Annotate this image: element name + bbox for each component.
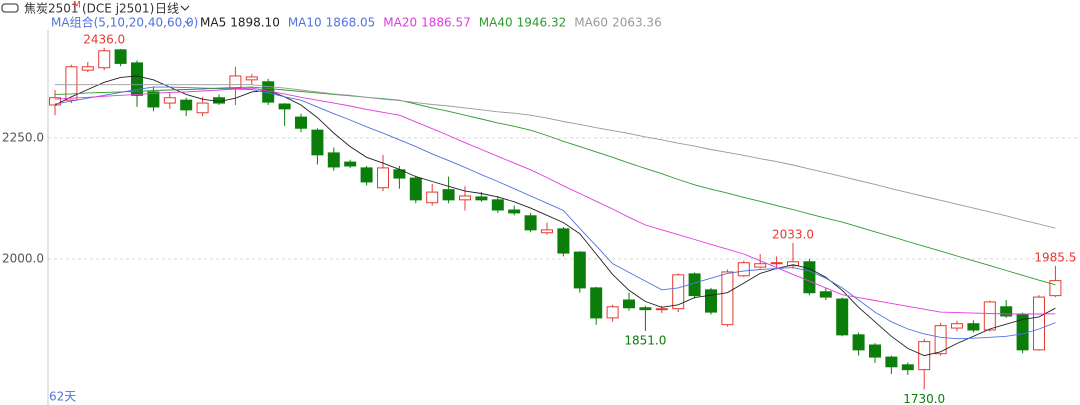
flag: M <box>73 1 81 11</box>
candle-body <box>590 287 603 319</box>
period-count: 62天 <box>49 390 76 404</box>
candle-body <box>147 91 160 108</box>
candle-body <box>983 301 996 331</box>
candle-body <box>869 344 881 358</box>
candle-body <box>819 291 832 298</box>
candle-body <box>327 152 340 168</box>
legend-value: 1886.57 <box>421 16 471 30</box>
ma-line <box>54 87 1056 315</box>
candle-body <box>131 62 143 96</box>
candle-body <box>606 306 619 319</box>
candle-body <box>475 196 488 201</box>
candle-body <box>81 66 94 71</box>
legend-value: 1898.10 <box>230 16 280 30</box>
y-tick-label: 2250.0 <box>2 130 44 144</box>
period[interactable]: 日线 <box>155 2 179 16</box>
low-label: 1730.0 <box>903 392 945 405</box>
legend-name: MA60 <box>574 16 608 30</box>
candle-body <box>754 263 767 268</box>
candle-body <box>557 228 570 254</box>
candle-body <box>377 167 389 189</box>
candle-body <box>967 323 980 331</box>
candle-body <box>688 273 701 297</box>
legend-name: MA20 <box>383 16 417 30</box>
legend-value: 2063.36 <box>612 16 662 30</box>
legend-name: MA5 <box>200 16 226 30</box>
candle-body <box>524 215 537 231</box>
candle-body <box>672 274 685 310</box>
candle-body <box>508 209 521 214</box>
candle-body <box>836 298 849 336</box>
candle-body <box>442 189 455 201</box>
candle-body <box>278 103 291 110</box>
ma-line <box>54 86 1056 340</box>
candle-body <box>951 323 963 329</box>
high-label: 2436.0 <box>83 32 125 46</box>
candle-body <box>459 195 471 201</box>
candle-body <box>114 49 127 64</box>
candle-body <box>196 102 209 114</box>
candle-body <box>344 161 357 167</box>
link-icon[interactable] <box>1 3 19 13</box>
legend-name: MA40 <box>479 16 513 30</box>
ma-line <box>55 84 1056 229</box>
candle-body <box>885 356 898 368</box>
candle-body <box>295 116 307 129</box>
candle-body <box>409 177 422 201</box>
code: (DCE j2501) <box>82 2 154 16</box>
candle-body <box>623 299 635 309</box>
low-label: 1851.0 <box>624 333 666 347</box>
header: 焦炭2501 M (DCE j2501) 日线 MA组合(5,10,20,40,… <box>1 1 198 30</box>
candle-body <box>655 308 668 311</box>
candle-body <box>1033 296 1045 351</box>
ma-line <box>54 75 1056 357</box>
legend-value: 1946.32 <box>517 16 567 30</box>
candle-body <box>737 262 750 277</box>
candle-body <box>705 289 717 313</box>
candle-body <box>803 261 816 294</box>
candle-body <box>163 97 176 104</box>
candle-body <box>1049 280 1062 297</box>
candle-body <box>721 271 734 326</box>
candle-body <box>541 229 553 234</box>
candle-body <box>787 261 799 267</box>
candle-body <box>573 251 586 289</box>
candle-body <box>770 262 783 265</box>
candle-body <box>491 199 504 211</box>
candle-body <box>245 76 258 81</box>
period-chevron[interactable] <box>180 5 190 11</box>
legend-name: MA10 <box>288 16 322 30</box>
candle-body <box>852 334 865 351</box>
candle-body <box>901 364 914 371</box>
ma-line <box>54 86 1056 286</box>
candle-body <box>639 307 652 311</box>
indicator[interactable]: MA组合(5,10,20,40,60,0) <box>51 15 198 30</box>
candle-body <box>180 99 193 111</box>
candle-body <box>229 75 242 89</box>
legend-value: 1868.05 <box>326 16 376 30</box>
symbol: 焦炭2501 <box>24 2 79 16</box>
candle-body <box>426 191 439 204</box>
candle-body <box>98 50 111 69</box>
high-label: 2033.0 <box>772 227 814 241</box>
y-tick-label: 2000.0 <box>2 251 44 265</box>
high-label: 1985.5 <box>1034 250 1076 264</box>
candle-body <box>1000 306 1013 317</box>
candle-body <box>360 167 373 183</box>
candle-body <box>65 66 78 101</box>
candle-body <box>934 325 947 355</box>
candle-body <box>311 129 324 156</box>
indicator-chevron[interactable] <box>184 20 192 25</box>
